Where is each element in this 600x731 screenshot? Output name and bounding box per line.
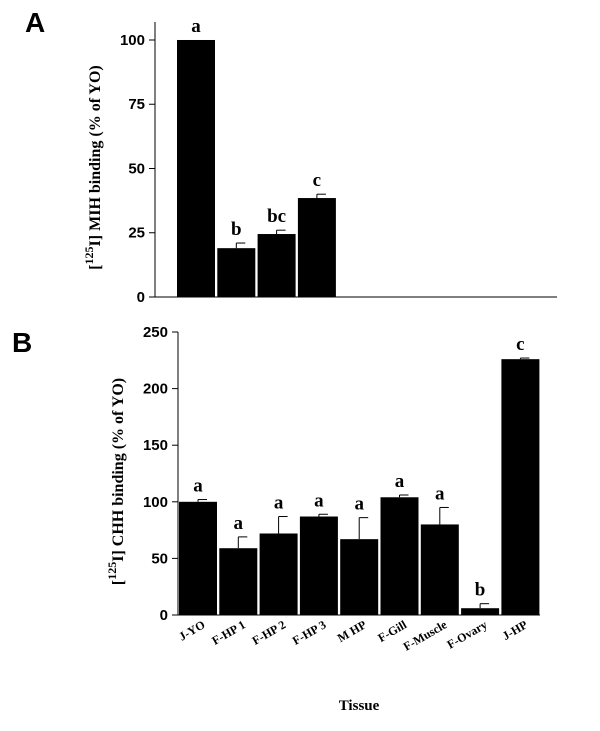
y-label-part: [ <box>110 580 127 585</box>
bar <box>259 533 298 615</box>
y-tick-label: 100 <box>120 32 145 49</box>
significance-label: b <box>475 580 486 601</box>
x-tick-label: F-Ovary <box>444 617 489 651</box>
y-tick-label: 150 <box>143 437 168 454</box>
y-label-sup: 125 <box>82 246 96 264</box>
significance-label: a <box>274 493 284 514</box>
bar <box>219 548 258 615</box>
significance-label: c <box>313 170 321 191</box>
y-tick-label: 250 <box>143 324 168 341</box>
y-tick-label: 75 <box>128 96 145 113</box>
y-label-part: I] CHH binding (% of YO) <box>110 378 127 562</box>
bar <box>177 39 215 297</box>
x-tick-label: M HP <box>335 617 369 645</box>
y-axis-label: [125I] CHH binding (% of YO) <box>105 378 127 585</box>
bar <box>461 608 500 615</box>
y-label-sup: 125 <box>105 562 119 580</box>
x-tick-label: F-HP 2 <box>250 617 288 647</box>
y-label-part: I] MIH binding (% of YO) <box>87 65 104 246</box>
panel-label: B <box>12 327 32 358</box>
significance-label: a <box>395 471 405 492</box>
x-tick-label: J-YO <box>176 617 207 643</box>
significance-label: a <box>354 494 364 515</box>
significance-label: b <box>231 219 242 240</box>
bar <box>299 516 338 615</box>
significance-label: a <box>191 16 201 37</box>
y-tick-label: 200 <box>143 381 168 398</box>
significance-label: a <box>193 476 203 497</box>
x-tick-label: F-HP 3 <box>290 617 328 647</box>
panel-label: A <box>25 7 45 38</box>
y-tick-label: 50 <box>128 160 145 177</box>
y-tick-label: 100 <box>143 494 168 511</box>
bar <box>217 248 256 297</box>
y-tick-label: 50 <box>151 550 168 567</box>
x-tick-label: F-Muscle <box>401 617 450 653</box>
x-axis-label: Tissue <box>339 698 380 714</box>
significance-label: c <box>516 334 524 355</box>
bar <box>380 497 419 615</box>
significance-label: bc <box>267 206 286 227</box>
x-tick-label: J-HP <box>500 617 530 642</box>
significance-label: a <box>314 490 324 511</box>
bar <box>179 501 217 615</box>
bar <box>420 524 459 615</box>
y-label-part: [ <box>87 264 104 269</box>
bar <box>297 198 336 297</box>
y-tick-label: 25 <box>128 225 145 242</box>
significance-label: a <box>234 513 244 534</box>
bar <box>501 359 540 615</box>
y-axis-label: [125I] MIH binding (% of YO) <box>82 65 104 270</box>
bar <box>340 539 379 615</box>
y-tick-label: 0 <box>137 289 145 306</box>
significance-label: a <box>435 483 445 504</box>
x-tick-label: F-HP 1 <box>209 617 247 647</box>
bar <box>257 234 296 297</box>
y-tick-label: 0 <box>160 607 168 624</box>
